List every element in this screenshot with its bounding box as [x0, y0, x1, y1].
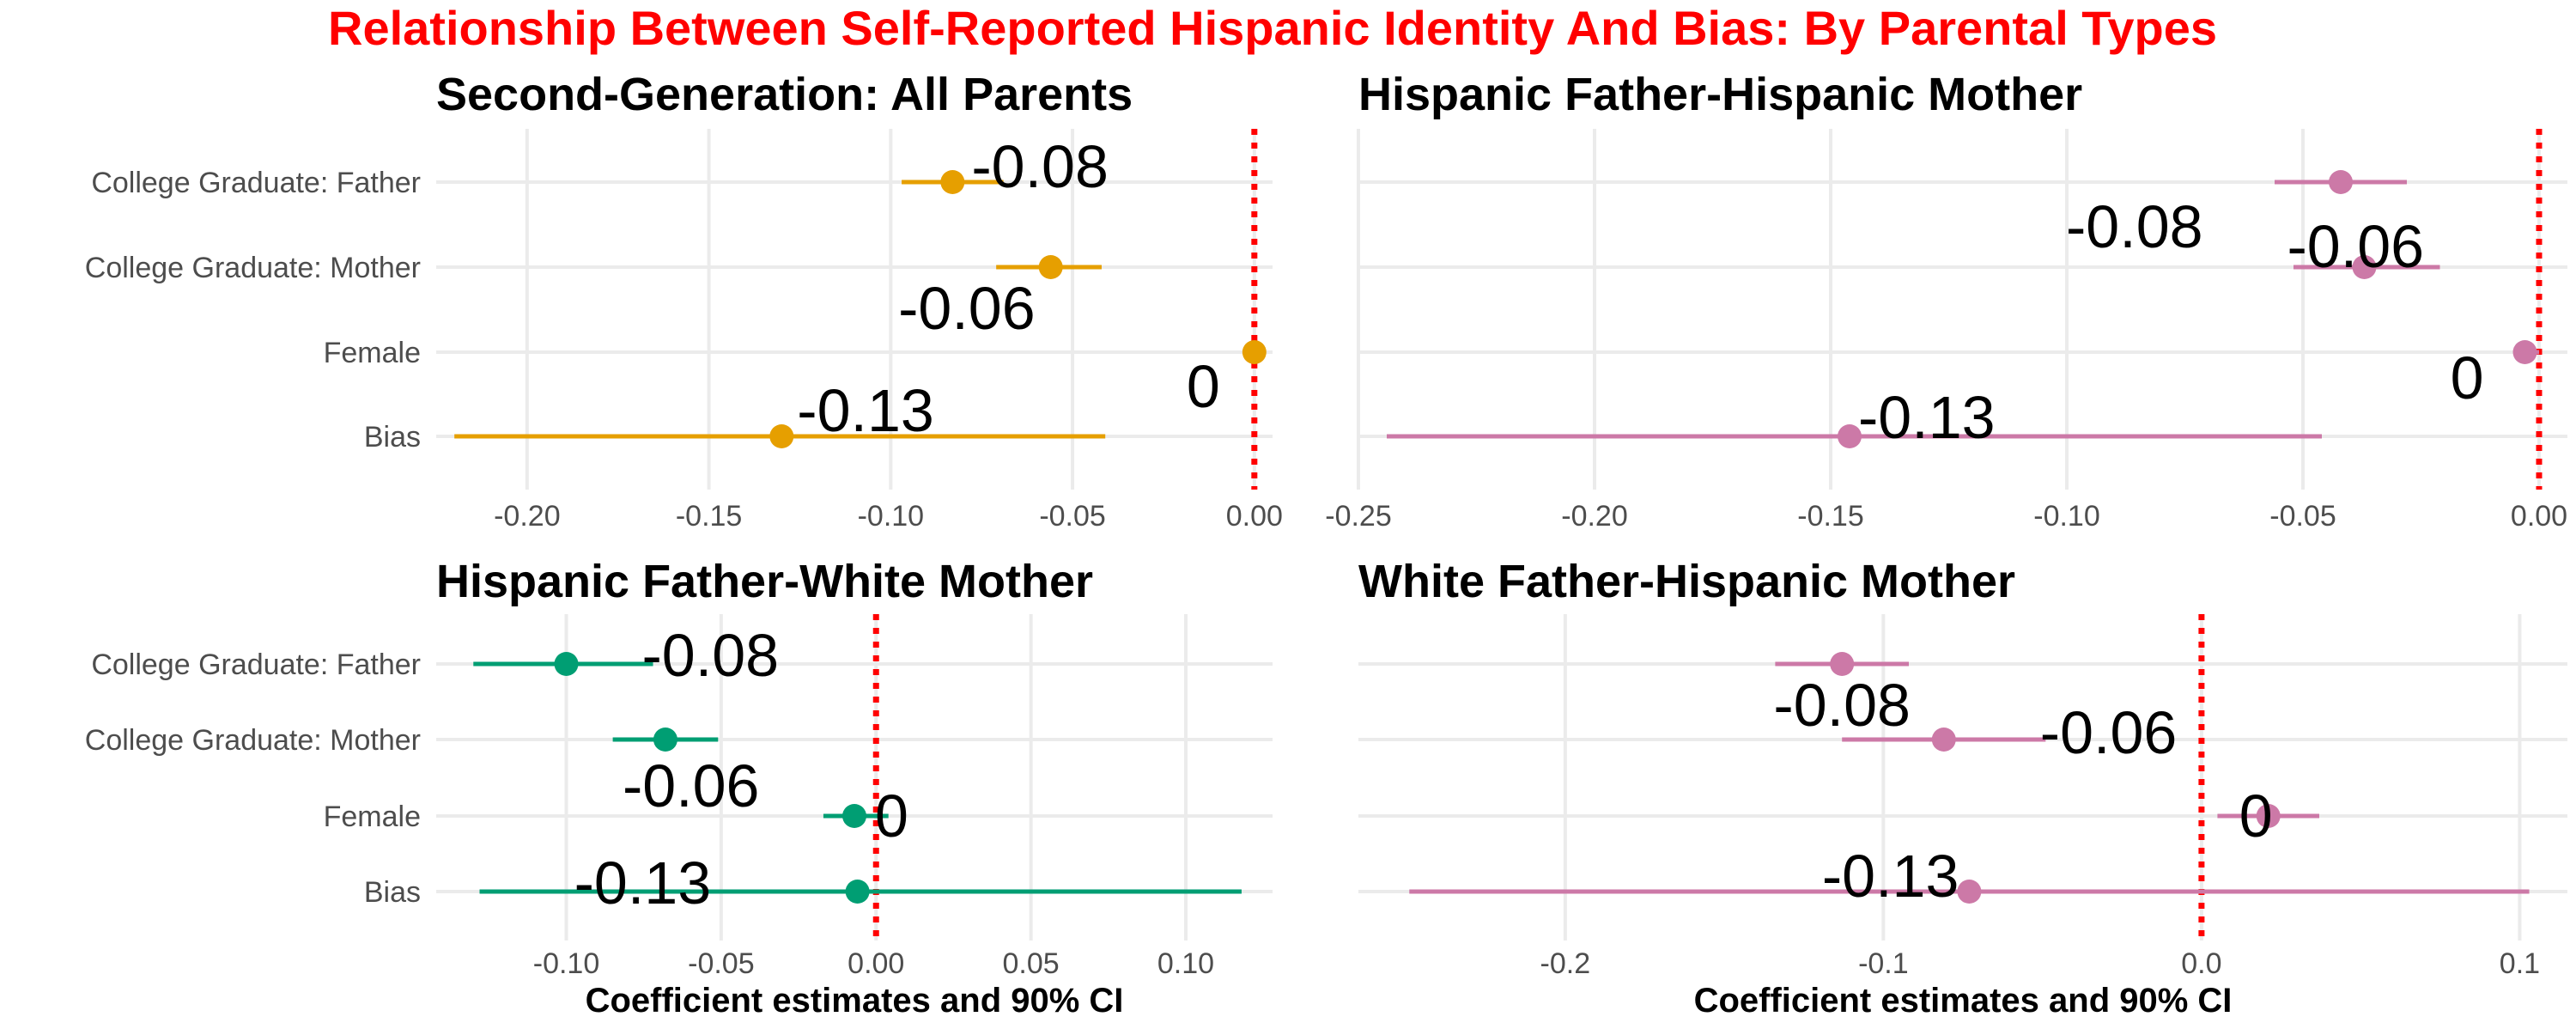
data-label: -0.08 — [1773, 672, 1911, 739]
x-tick-label: -0.10 — [533, 947, 600, 980]
data-label: -0.08 — [971, 133, 1109, 200]
point-estimate — [653, 728, 677, 752]
y-tick-label: College Graduate: Father — [91, 167, 421, 199]
y-tick-label: Bias — [364, 876, 421, 909]
data-label: -0.08 — [2066, 193, 2203, 260]
data-label: -0.13 — [797, 377, 934, 444]
x-tick-label: -0.10 — [2033, 500, 2100, 533]
data-label: -0.13 — [1822, 843, 1959, 910]
x-axis-label: Coefficient estimates and 90% CI — [1694, 982, 2233, 1020]
x-tick-label: -0.05 — [1039, 500, 1106, 533]
x-tick-label: 0.05 — [1003, 947, 1060, 980]
x-tick-label: 0.10 — [1157, 947, 1214, 980]
data-label: -0.06 — [2040, 699, 2178, 766]
panel-2: Hispanic Father-Hispanic Mother -0.25 -0.2… — [1325, 69, 2567, 533]
data-label: -0.06 — [2287, 213, 2425, 280]
point-estimate — [845, 880, 870, 904]
point-estimate — [2512, 340, 2537, 364]
x-axis-label: Coefficient estimates and 90% CI — [586, 982, 1124, 1020]
point-estimate — [2329, 170, 2353, 194]
y-tick-label: College Graduate: Mother — [85, 252, 421, 284]
data-label: 0 — [2451, 344, 2484, 411]
x-tick-label: 0.00 — [1226, 500, 1283, 533]
point-estimate — [1931, 728, 1956, 752]
x-tick-label: 0.00 — [2511, 500, 2567, 533]
panel-3: Hispanic Father-White Mother -0.10 -0.05 0.… — [85, 556, 1273, 1020]
y-tick-label: College Graduate: Mother — [85, 724, 421, 757]
point-estimate — [940, 170, 965, 194]
point-estimate — [554, 652, 579, 676]
data-label: -0.06 — [898, 275, 1036, 342]
y-tick-label: Bias — [364, 421, 421, 454]
data-label: -0.13 — [1858, 384, 1996, 451]
x-tick-label: -0.20 — [494, 500, 561, 533]
x-tick-label: -0.15 — [1797, 500, 1864, 533]
x-tick-label: 0.0 — [2181, 947, 2221, 980]
point-estimate — [1830, 652, 1855, 676]
panel-title: Hispanic Father-White Mother — [436, 556, 1093, 607]
y-tick-label: College Graduate: Father — [91, 648, 421, 681]
x-tick-label: -0.10 — [858, 500, 925, 533]
point-estimate — [842, 804, 866, 828]
data-label: 0 — [2239, 782, 2273, 849]
y-tick-label: Female — [324, 337, 421, 369]
panel-title: White Father-Hispanic Mother — [1358, 556, 2015, 607]
panel-4: White Father-Hispanic Mother -0.2 -0.1 0.0 0… — [1358, 556, 2567, 1020]
point-estimate — [1838, 424, 1862, 448]
point-estimate — [769, 424, 794, 448]
figure-title: Relationship Between Self-Reported Hispa… — [328, 1, 2217, 55]
x-tick-label: 0.1 — [2500, 947, 2540, 980]
panel-1: Second-Generation: All Parents -0.20 -0.15… — [85, 69, 1283, 533]
x-tick-label: 0.00 — [848, 947, 904, 980]
x-tick-label: -0.20 — [1561, 500, 1628, 533]
x-tick-label: -0.2 — [1540, 947, 1591, 980]
data-label: 0 — [1187, 353, 1220, 420]
x-tick-label: -0.05 — [688, 947, 755, 980]
x-tick-label: -0.25 — [1325, 500, 1392, 533]
data-label: 0 — [875, 782, 908, 849]
x-tick-label: -0.05 — [2269, 500, 2336, 533]
point-estimate — [2352, 255, 2377, 279]
point-estimate — [2256, 804, 2281, 828]
data-label: -0.06 — [623, 752, 760, 819]
point-estimate — [1242, 340, 1267, 364]
x-tick-label: -0.15 — [676, 500, 743, 533]
y-tick-label: Female — [324, 801, 421, 833]
panel-title: Hispanic Father-Hispanic Mother — [1358, 69, 2082, 120]
point-estimate — [1038, 255, 1063, 279]
data-label: -0.13 — [574, 849, 712, 916]
x-tick-label: -0.1 — [1858, 947, 1909, 980]
panel-title: Second-Generation: All Parents — [436, 69, 1133, 120]
point-estimate — [1957, 880, 1982, 904]
data-label: -0.08 — [642, 622, 780, 689]
